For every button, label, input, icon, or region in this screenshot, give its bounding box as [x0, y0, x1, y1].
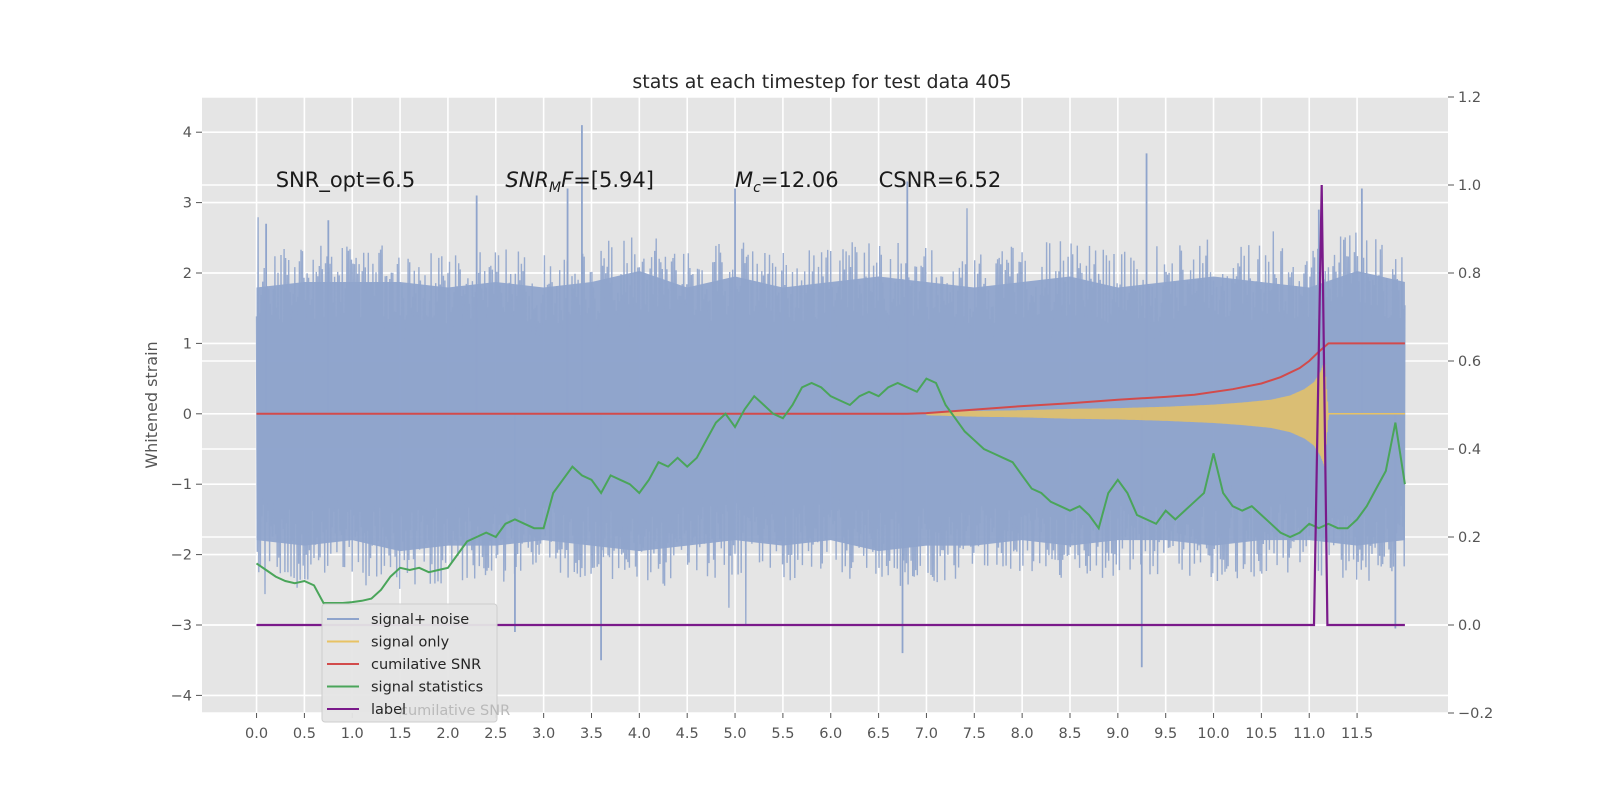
x-tick-label: 4.5	[676, 726, 699, 742]
annotation-text: SNRMF=[5.94]	[505, 168, 654, 196]
y-tick-label: 0	[183, 407, 192, 423]
x-tick-label: 10.5	[1245, 726, 1277, 742]
x-tick-label: 1.0	[341, 726, 364, 742]
y2-tick-label: 0.0	[1458, 618, 1481, 634]
x-tick-label: 2.5	[484, 726, 507, 742]
y-tick-label: −4	[171, 688, 192, 704]
x-tick-label: 7.0	[915, 726, 938, 742]
legend-entry: cumilative SNR	[371, 657, 481, 673]
x-tick-label: 5.0	[724, 726, 747, 742]
signal-only-line	[925, 362, 1329, 467]
annotations: SNR_opt=6.5 SNRMF=[5.94] Mc=12.06 CSNR=6.52	[276, 168, 1002, 196]
y2-tick-label: 0.4	[1458, 442, 1481, 458]
x-tick-label: 5.5	[771, 726, 794, 742]
annotation-text: SNR_opt=6.5	[276, 168, 416, 193]
chart-title: stats at each timestep for test data 405	[632, 71, 1011, 93]
x-tick-label: 9.5	[1154, 726, 1177, 742]
y-tick-label: −2	[171, 548, 192, 564]
signal-noise-line	[255, 208, 1406, 626]
x-tick-label: 1.5	[389, 726, 412, 742]
legend-entry: label	[371, 702, 406, 718]
annotation-text: Mc=12.06	[735, 168, 839, 196]
signal-statistics-line	[255, 377, 1406, 604]
x-tick-label: 11.0	[1293, 726, 1325, 742]
y-axis-left: 4 3 2 1 0 −1 −2 −3 −4	[171, 125, 202, 704]
y2-tick-label: −0.2	[1458, 706, 1493, 722]
y-tick-label: 1	[183, 336, 192, 352]
legend-entry: signal statistics	[371, 680, 483, 696]
y-tick-label: 3	[183, 196, 192, 212]
legend: cumilative SNR signal+ noise signal only cu…	[321, 603, 510, 723]
label-line	[256, 184, 1405, 627]
x-tick-label: 3.0	[532, 726, 555, 742]
y-tick-label: −1	[171, 477, 192, 493]
series-layer	[255, 125, 1406, 668]
y2-tick-label: 0.2	[1458, 530, 1481, 546]
x-tick-label: 0.0	[245, 726, 268, 742]
x-tick-label: 8.5	[1058, 726, 1081, 742]
x-tick-label: 3.5	[580, 726, 603, 742]
y2-tick-label: 0.8	[1458, 266, 1481, 282]
y2-tick-label: 1.0	[1458, 178, 1481, 194]
x-tick-label: 6.0	[819, 726, 842, 742]
x-tick-label: 4.0	[628, 726, 651, 742]
x-axis: 0.0 0.5 1.0 1.5 2.0 2.5 3.0 3.5 4.0 4.5 5.0 5.5 6.0 6…	[245, 713, 1373, 742]
x-tick-label: 0.5	[293, 726, 316, 742]
cumulative-snr-line	[256, 342, 1405, 415]
x-tick-label: 2.0	[436, 726, 459, 742]
legend-entry: signal+ noise	[371, 612, 469, 628]
y2-tick-label: 1.2	[1458, 90, 1481, 106]
x-tick-label: 6.5	[867, 726, 890, 742]
x-tick-label: 11.5	[1341, 726, 1373, 742]
x-tick-label: 8.0	[1011, 726, 1034, 742]
legend-overlap-text: cumilative SNR	[400, 703, 510, 719]
y-axis-right: 1.2 1.0 0.8 0.6 0.4 0.2 0.0 −0.2	[1448, 90, 1493, 722]
x-tick-label: 9.0	[1106, 726, 1129, 742]
x-tick-label: 10.0	[1197, 726, 1229, 742]
legend-entry: signal only	[371, 635, 450, 651]
legend-box	[321, 603, 498, 723]
x-tick-label: 7.5	[963, 726, 986, 742]
y-tick-label: −3	[171, 618, 192, 634]
y2-tick-label: 0.6	[1458, 354, 1481, 370]
y-tick-label: 4	[183, 125, 192, 141]
annotation-text: CSNR=6.52	[879, 168, 1002, 192]
y-axis-label: Whitened strain	[142, 341, 161, 468]
y-tick-label: 2	[183, 266, 192, 282]
